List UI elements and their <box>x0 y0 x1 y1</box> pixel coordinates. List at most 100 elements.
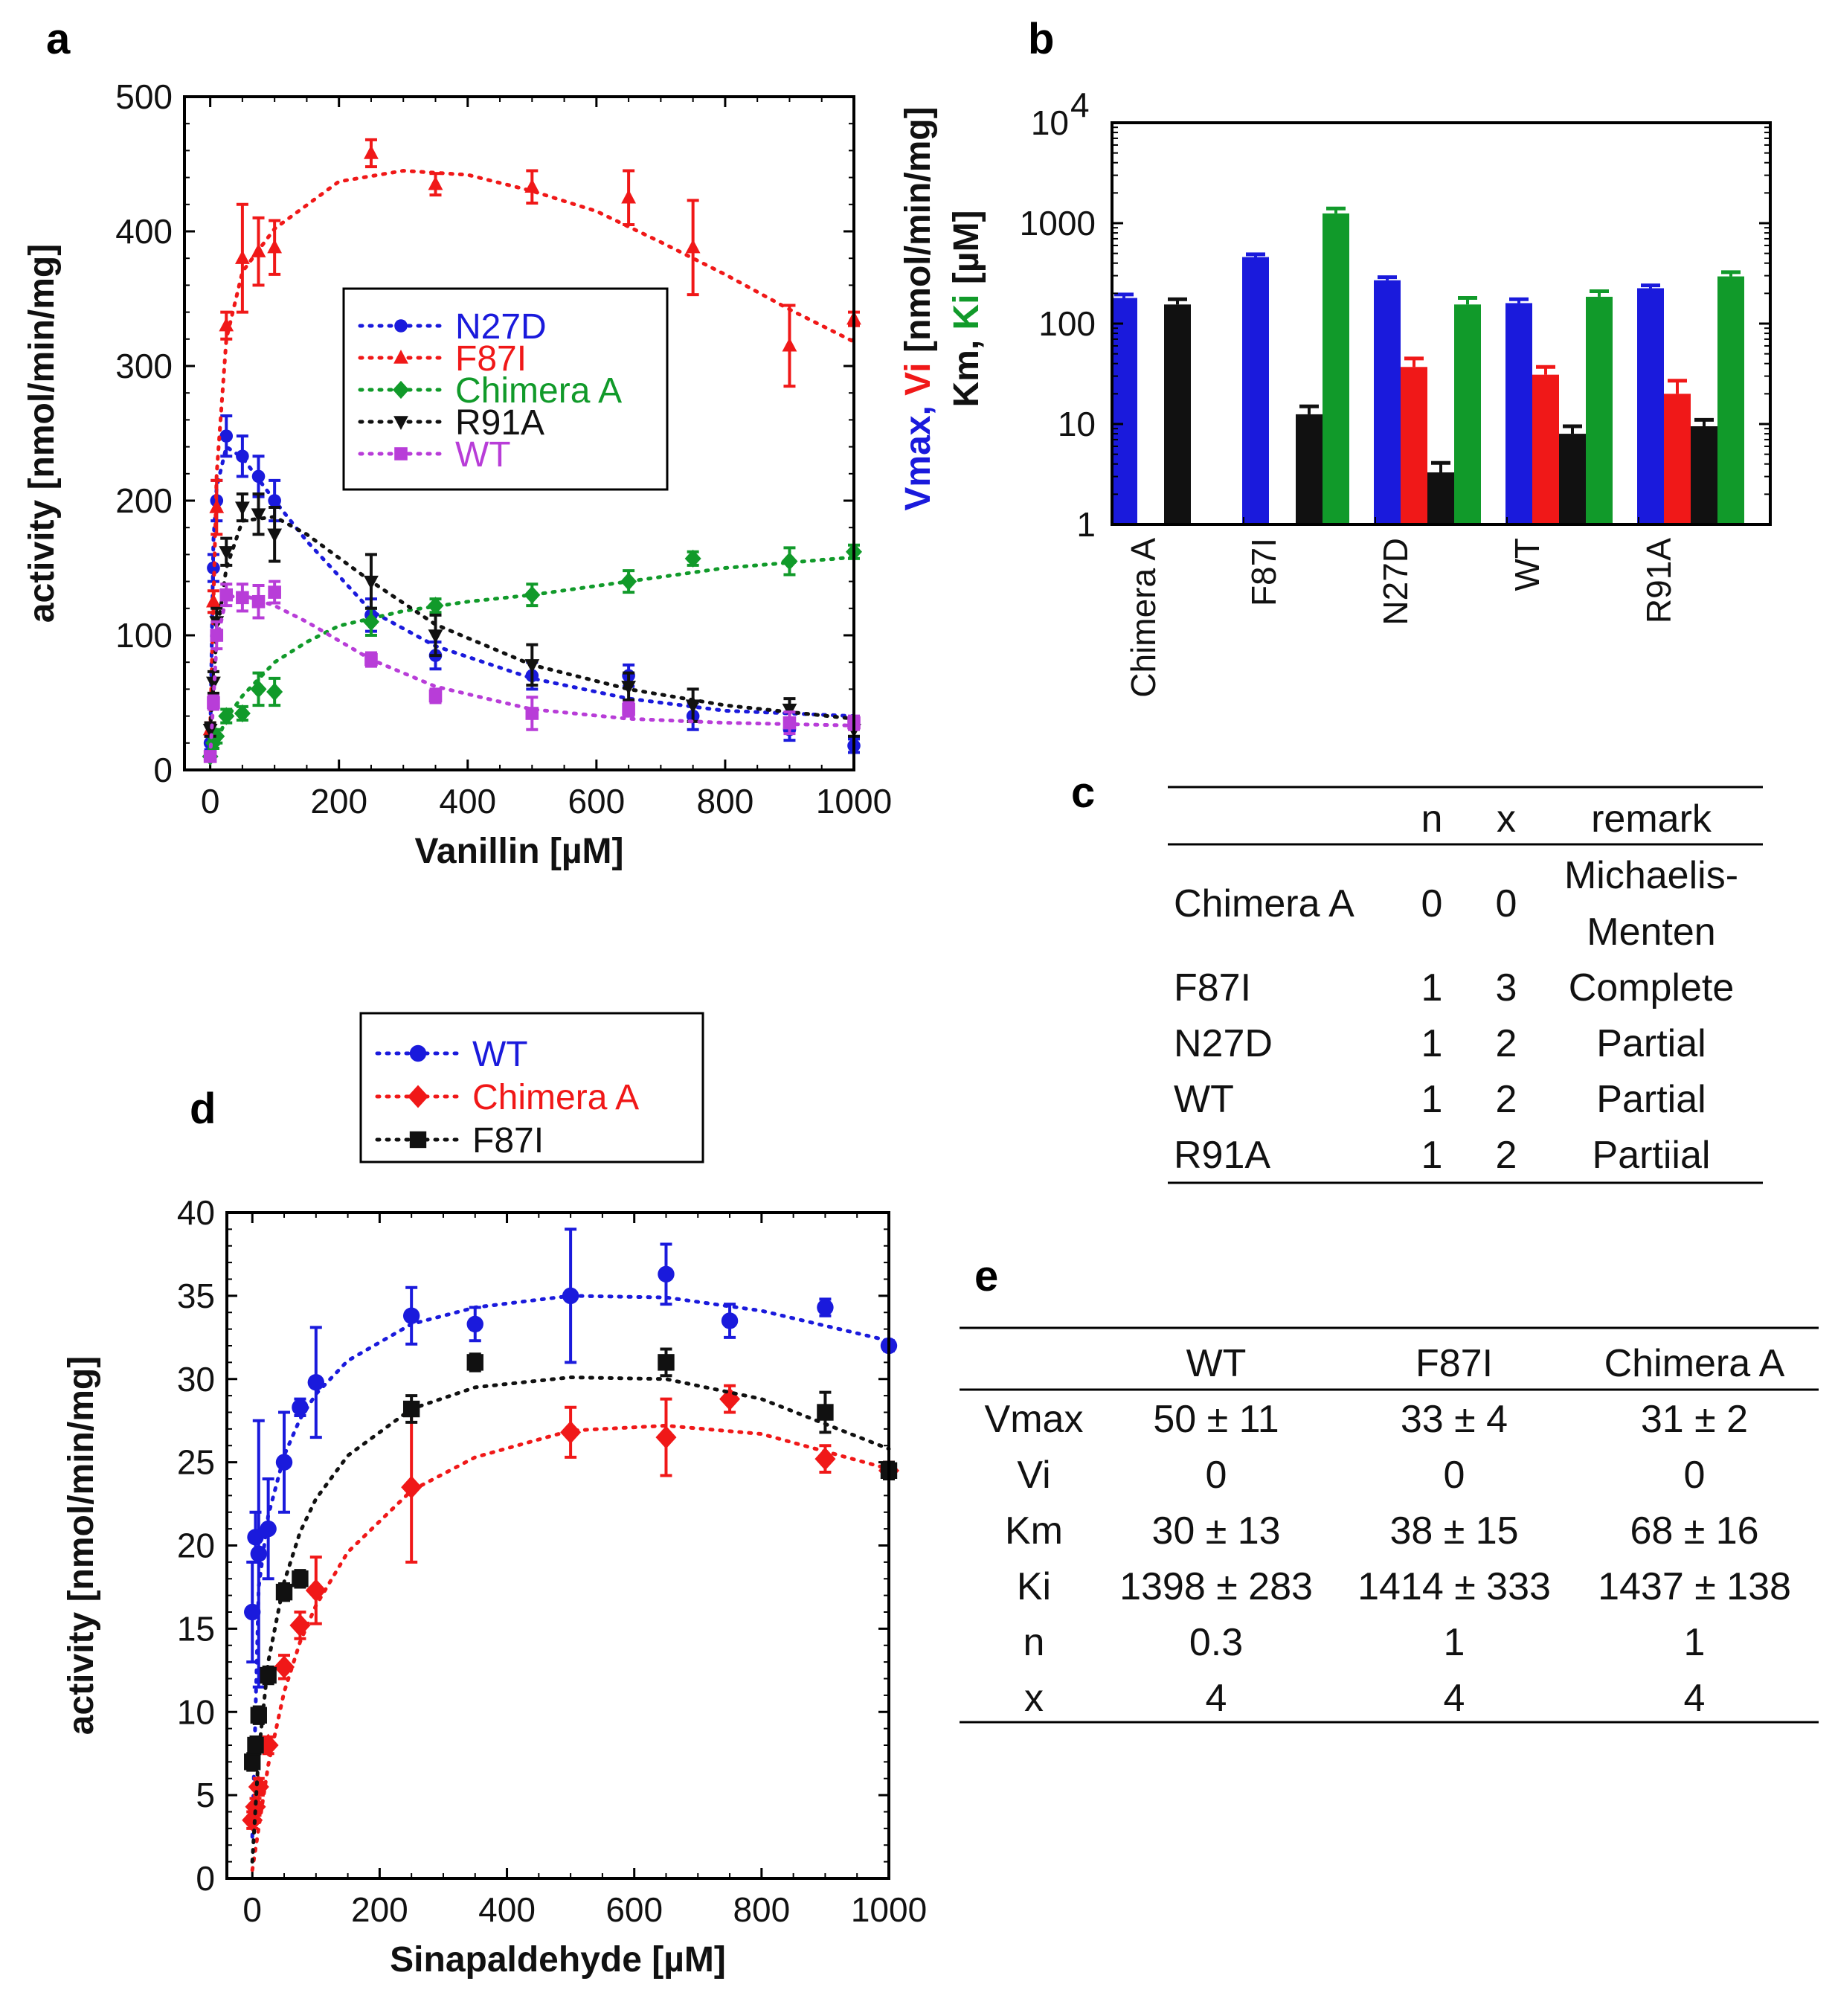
legend-item-n27d: N27D <box>358 307 547 347</box>
legend-marker <box>393 416 408 430</box>
legend-item-r91a: R91A <box>358 403 544 443</box>
data-point <box>364 145 379 159</box>
cell-value: 1 <box>1444 1621 1465 1664</box>
x-tick-label: 600 <box>568 782 625 821</box>
cell-value: 31 ± 2 <box>1641 1398 1748 1441</box>
data-point <box>275 1454 293 1471</box>
table-row: x 4 4 4 <box>1024 1677 1705 1720</box>
legend-item-chimera-a: Chimera A <box>358 371 622 411</box>
x-tick-label: 1000 <box>851 1890 927 1929</box>
cell-x: 3 <box>1496 966 1517 1009</box>
data-point <box>275 1583 293 1601</box>
y-tick-label: 400 <box>115 212 173 251</box>
data-point <box>289 1614 311 1637</box>
y-axis-title-part: Vi <box>899 362 938 395</box>
legend-item-wt: WT <box>375 1035 528 1074</box>
category-label: WT <box>1508 538 1546 591</box>
y-tick-label: 20 <box>177 1527 215 1565</box>
data-point <box>525 707 539 720</box>
row-label: Vmax <box>985 1398 1084 1441</box>
column-header: remark <box>1591 797 1712 841</box>
y-tick-label: 300 <box>115 347 173 385</box>
bar-km <box>1164 304 1191 524</box>
data-point <box>218 707 235 725</box>
data-point <box>466 1354 483 1371</box>
cell-value: 33 ± 4 <box>1401 1398 1508 1441</box>
legend-label: Chimera A <box>455 371 622 411</box>
data-point <box>206 593 221 608</box>
legend-marker <box>393 380 409 399</box>
data-point <box>209 499 225 513</box>
data-point <box>685 699 701 714</box>
x-tick-label: 0 <box>201 782 220 821</box>
panel-letter-d: d <box>190 1085 216 1133</box>
data-point <box>562 1287 579 1305</box>
cell-value: 68 ± 16 <box>1630 1509 1758 1553</box>
legend-label: WT <box>455 435 511 475</box>
data-point <box>817 1299 834 1316</box>
data-point <box>305 1579 327 1602</box>
data-point <box>364 575 379 590</box>
data-point <box>781 552 798 571</box>
data-point <box>621 189 637 204</box>
data-point <box>203 750 217 763</box>
legend-label: Chimera A <box>472 1078 639 1117</box>
table-row: n 0.3 1 1 <box>1023 1621 1706 1664</box>
bar-km <box>1559 434 1586 524</box>
data-point <box>719 1387 741 1410</box>
bar-vi <box>1664 394 1691 524</box>
bar-vmax <box>1374 280 1401 524</box>
y-axis-title-part: Km, <box>947 330 986 407</box>
data-point <box>244 1753 261 1771</box>
plot-frame <box>183 95 855 771</box>
row-label: x <box>1024 1677 1044 1720</box>
data-point <box>267 239 283 254</box>
data-point <box>236 449 249 463</box>
x-tick-label: 800 <box>733 1890 790 1929</box>
legend-marker <box>409 1131 427 1149</box>
cell-value: 1 <box>1684 1621 1706 1664</box>
row-label: Ki <box>1017 1565 1051 1608</box>
bar-ki <box>1323 213 1349 524</box>
data-point <box>817 1404 834 1421</box>
y-tick-label: 100 <box>1038 304 1096 343</box>
x-tick-label: 400 <box>478 1890 536 1929</box>
y-tick-label: 500 <box>115 77 173 116</box>
y-axis-title-part: Ki <box>947 294 986 330</box>
y-tick-label: 0 <box>196 1859 215 1898</box>
x-tick-label: 800 <box>697 782 754 821</box>
data-point <box>428 176 443 190</box>
data-point <box>250 680 267 699</box>
chart-a-vanillin: 0 200 400 600 800 1000 0 100 200 300 400 500 Vanilli… <box>22 77 892 871</box>
y-tick-label: 25 <box>177 1443 215 1482</box>
cell-value: 30 ± 13 <box>1151 1509 1280 1553</box>
column-header: n <box>1421 797 1443 841</box>
x-tick-label: 0 <box>242 1890 262 1929</box>
data-point <box>234 250 250 264</box>
cell-remark: Complete <box>1569 966 1735 1009</box>
x-tick-label: 600 <box>605 1890 663 1929</box>
bar-km <box>1691 426 1717 524</box>
cell-value: 1437 ± 138 <box>1598 1565 1791 1608</box>
y-tick-label: 1000 <box>1020 204 1096 243</box>
y-axis-title: Vmax, Vi [nmol/min/mg] <box>899 106 938 510</box>
data-point <box>247 1736 264 1754</box>
cell-n: 1 <box>1421 1134 1443 1177</box>
bar-group-chimera-a <box>1111 292 1191 524</box>
category-label: N27D <box>1376 538 1415 626</box>
data-point <box>250 1707 267 1724</box>
bar-group-wt <box>1505 289 1613 524</box>
table-c-inhibition-types: n x remark Chimera A 0 0 Michaelis- Menten F87I 1… <box>1168 786 1763 1184</box>
legend-item-wt: WT <box>358 435 511 475</box>
category-label: Chimera A <box>1124 538 1163 698</box>
legend-item-f87i: F87I <box>375 1121 544 1161</box>
row-label: WT <box>1174 1078 1234 1121</box>
data-point <box>234 704 251 723</box>
category-label: F87I <box>1244 538 1283 606</box>
fit-line <box>250 1375 891 1864</box>
legend-label: F87I <box>455 339 527 379</box>
y-tick-label: 15 <box>177 1609 215 1648</box>
cell-value: 0 <box>1206 1454 1227 1497</box>
data-point <box>782 716 797 730</box>
panel-letter-a: a <box>46 15 71 63</box>
